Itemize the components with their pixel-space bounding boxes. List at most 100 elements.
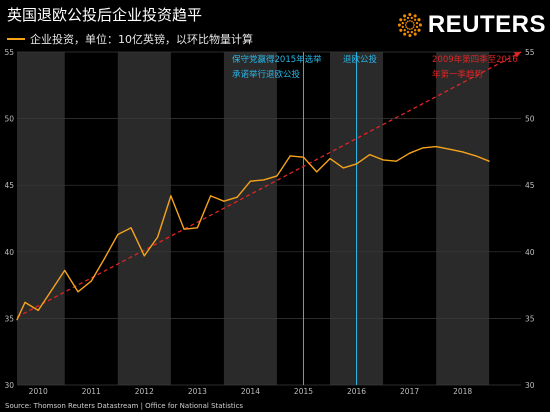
emblem-dot bbox=[411, 20, 413, 23]
y-tick-right: 55 bbox=[525, 48, 535, 57]
series-point bbox=[16, 319, 18, 321]
gridlines bbox=[17, 51, 521, 386]
series-point bbox=[64, 269, 66, 272]
emblem-dot bbox=[413, 24, 415, 26]
y-tick-left: 50 bbox=[4, 115, 14, 124]
series-point bbox=[342, 167, 344, 169]
series-point bbox=[183, 228, 185, 230]
series-point bbox=[276, 175, 278, 177]
year-band-2010 bbox=[17, 52, 65, 385]
emblem-dot bbox=[413, 32, 417, 36]
reuters-wordmark: REUTERS bbox=[427, 11, 546, 38]
series-point bbox=[302, 156, 305, 158]
emblem-dot bbox=[411, 27, 413, 30]
y-tick-left: 40 bbox=[4, 248, 14, 257]
trend-line bbox=[16, 51, 522, 318]
legend-label: 企业投资，单位：10亿英镑，以环比物量计算 bbox=[30, 33, 253, 46]
series-point bbox=[196, 227, 198, 229]
series-point bbox=[382, 159, 384, 161]
emblem-dot bbox=[413, 28, 417, 32]
series-point bbox=[355, 163, 358, 165]
trend-annotation-line1: 2009年第四季至2016 bbox=[432, 54, 518, 65]
series-point bbox=[170, 195, 172, 197]
event-lines bbox=[302, 52, 358, 385]
emblem-dot bbox=[403, 18, 406, 22]
series-point bbox=[103, 257, 106, 260]
x-tick-label: 2013 bbox=[188, 387, 207, 396]
series-point bbox=[210, 195, 212, 197]
emblem-dot bbox=[415, 25, 419, 29]
emblem-dot bbox=[408, 12, 412, 17]
series-point bbox=[249, 180, 252, 182]
emblem-dot bbox=[413, 18, 417, 21]
y-tick-right: 50 bbox=[525, 115, 535, 124]
series-point bbox=[329, 157, 331, 160]
x-tick-label: 2018 bbox=[453, 387, 472, 396]
series-point bbox=[408, 152, 411, 154]
series-point bbox=[156, 236, 159, 238]
y-tick-left: 45 bbox=[4, 181, 14, 190]
y-tick-left: 55 bbox=[4, 48, 14, 57]
series-point bbox=[435, 145, 437, 148]
series-point bbox=[50, 289, 53, 292]
referendum-annotation: 退欧公投 bbox=[343, 54, 378, 65]
emblem-dot bbox=[410, 30, 414, 34]
legend-swatch bbox=[7, 38, 25, 40]
series-point bbox=[90, 280, 92, 282]
x-tick-label: 2017 bbox=[400, 387, 419, 396]
emblem-dot bbox=[412, 26, 415, 28]
series-point bbox=[289, 155, 291, 157]
emblem-dot bbox=[405, 26, 408, 28]
series-point bbox=[448, 148, 450, 150]
y-tick-left: 35 bbox=[4, 314, 14, 323]
year-band-2018 bbox=[436, 52, 490, 385]
series-point bbox=[130, 227, 132, 229]
series-point bbox=[316, 171, 318, 173]
emblem-dot bbox=[410, 16, 413, 20]
y-tick-left: 30 bbox=[4, 381, 14, 390]
series-group bbox=[16, 145, 490, 321]
series-point bbox=[117, 233, 119, 236]
x-tick-label: 2014 bbox=[241, 387, 260, 396]
x-tick-label: 2010 bbox=[29, 387, 48, 396]
year-shade-bands bbox=[17, 52, 490, 385]
emblem-dot bbox=[403, 29, 406, 32]
page-title: 英国退欧公投后企业投资趋平 bbox=[7, 6, 203, 24]
trend-line-group bbox=[16, 51, 522, 318]
series-point bbox=[236, 196, 238, 198]
emblem-dot bbox=[403, 14, 407, 18]
legend: 企业投资，单位：10亿英镑，以环比物量计算 bbox=[7, 31, 253, 47]
series-point bbox=[475, 155, 477, 157]
emblem-dot bbox=[417, 28, 421, 32]
y-tick-right: 35 bbox=[525, 314, 535, 323]
series-point bbox=[143, 255, 145, 257]
emblem-dot bbox=[406, 16, 410, 20]
year-band-2014 bbox=[223, 52, 277, 385]
series-point bbox=[24, 301, 26, 304]
emblem-dot bbox=[399, 18, 403, 22]
emblem-dot bbox=[413, 14, 417, 18]
emblem-dot bbox=[403, 32, 407, 36]
reuters-emblem-icon bbox=[398, 12, 422, 38]
emblem-dot bbox=[406, 30, 410, 34]
y-tick-right: 40 bbox=[525, 248, 535, 257]
election-annotation-line1: 保守党赢得2015年选举 bbox=[232, 54, 322, 65]
series-point bbox=[223, 200, 225, 202]
trend-annotation-line2: 年第一季趋势 bbox=[432, 69, 484, 80]
emblem-dot bbox=[406, 20, 409, 23]
series-point bbox=[395, 160, 397, 162]
series-point bbox=[77, 291, 79, 293]
y-tick-right: 45 bbox=[525, 181, 535, 190]
emblem-dot bbox=[406, 27, 409, 30]
reuters-logo: REUTERS bbox=[398, 6, 546, 44]
emblem-dot bbox=[405, 22, 408, 24]
series-point bbox=[422, 147, 424, 149]
annotations: 保守党赢得2015年选举 承诺举行退欧公投 退欧公投 2009年第四季至2016… bbox=[232, 54, 518, 80]
series-point bbox=[263, 179, 265, 181]
x-tick-label: 2016 bbox=[347, 387, 366, 396]
series-point bbox=[369, 153, 371, 156]
emblem-dot bbox=[417, 18, 421, 22]
x-tick-label: 2012 bbox=[135, 387, 154, 396]
series-point bbox=[462, 151, 464, 153]
